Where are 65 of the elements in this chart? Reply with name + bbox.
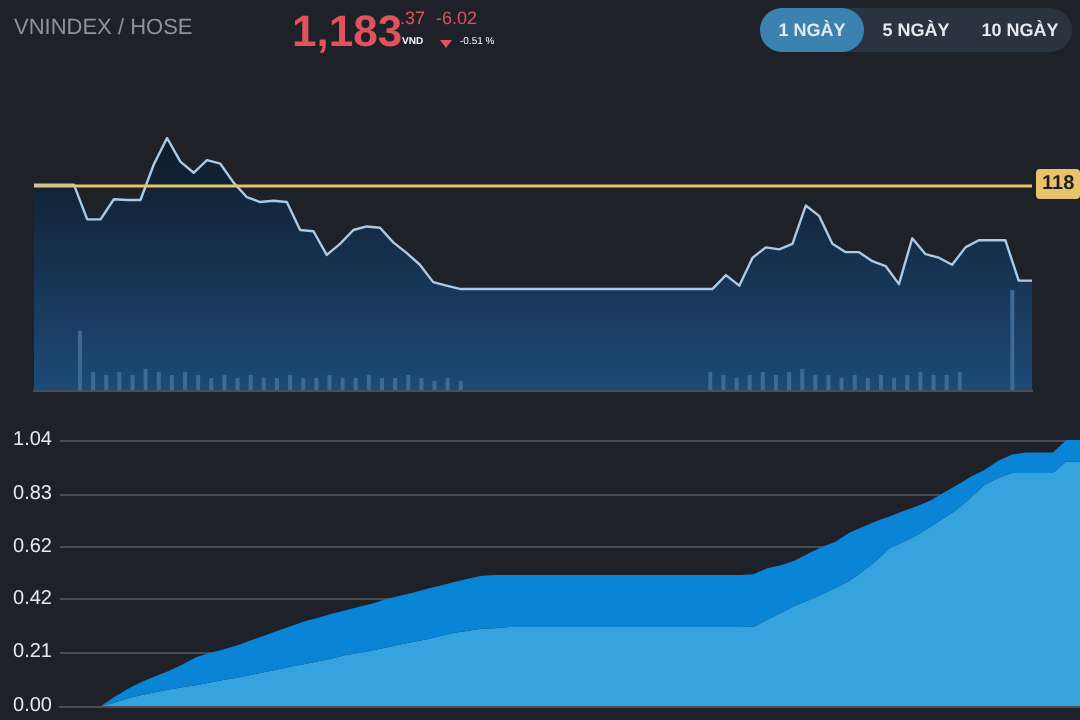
bar bbox=[353, 378, 358, 390]
bar bbox=[458, 381, 463, 390]
bar bbox=[747, 375, 752, 390]
text: 1 NGÀY bbox=[760, 8, 864, 52]
text: .37 bbox=[400, 8, 426, 28]
bar bbox=[708, 372, 713, 390]
bar bbox=[288, 375, 293, 390]
y-tick-label: 1.04 bbox=[13, 429, 53, 451]
bar bbox=[918, 372, 923, 390]
bar bbox=[839, 378, 844, 390]
bar bbox=[91, 372, 96, 390]
bar bbox=[196, 375, 201, 390]
bar bbox=[878, 375, 883, 390]
bar bbox=[432, 381, 437, 390]
bar bbox=[130, 375, 135, 390]
bar bbox=[143, 369, 148, 390]
bar bbox=[957, 372, 962, 390]
bar bbox=[117, 372, 122, 390]
bar bbox=[826, 375, 831, 390]
bar bbox=[261, 378, 266, 390]
bar bbox=[800, 369, 805, 390]
bar bbox=[865, 378, 870, 390]
text: 5 NGÀY bbox=[880, 18, 952, 44]
bar bbox=[721, 375, 726, 390]
bar bbox=[944, 375, 949, 390]
y-tick-label: 0.00 bbox=[13, 695, 53, 717]
bar bbox=[169, 375, 174, 390]
bar bbox=[327, 375, 332, 390]
bar bbox=[77, 331, 82, 390]
bar bbox=[773, 375, 778, 390]
text: 1,183 bbox=[292, 6, 403, 58]
bar bbox=[248, 375, 253, 390]
y-tick-label: 0.42 bbox=[13, 587, 53, 610]
bar bbox=[406, 375, 411, 390]
bar bbox=[340, 378, 345, 390]
bar bbox=[931, 375, 936, 390]
bar bbox=[852, 375, 857, 390]
bar bbox=[235, 378, 240, 390]
y-tick-label: 0.21 bbox=[13, 641, 53, 664]
chart-title: VNINDEX / HOSE bbox=[14, 16, 193, 40]
bar bbox=[274, 378, 279, 390]
bar bbox=[379, 378, 384, 390]
y-tick-label: 0.62 bbox=[13, 536, 53, 559]
bar bbox=[734, 378, 739, 390]
bar bbox=[813, 375, 818, 390]
bar bbox=[445, 378, 450, 390]
bar bbox=[760, 372, 765, 390]
bar bbox=[1010, 290, 1015, 390]
text: 10 NGÀY bbox=[979, 18, 1061, 44]
bar bbox=[787, 372, 792, 390]
bar bbox=[314, 378, 319, 390]
bar bbox=[393, 378, 398, 390]
bar bbox=[301, 378, 306, 390]
bar bbox=[905, 375, 910, 390]
bar bbox=[104, 375, 109, 390]
y-tick-label: 0.83 bbox=[13, 482, 53, 505]
bar bbox=[222, 375, 227, 390]
bar bbox=[209, 378, 214, 390]
bar bbox=[183, 372, 188, 390]
bar bbox=[366, 375, 371, 390]
bar bbox=[419, 378, 424, 390]
bar bbox=[892, 378, 897, 390]
bar bbox=[156, 372, 161, 390]
annotation: 118 bbox=[1036, 169, 1080, 200]
text: -6.02 bbox=[436, 8, 478, 28]
